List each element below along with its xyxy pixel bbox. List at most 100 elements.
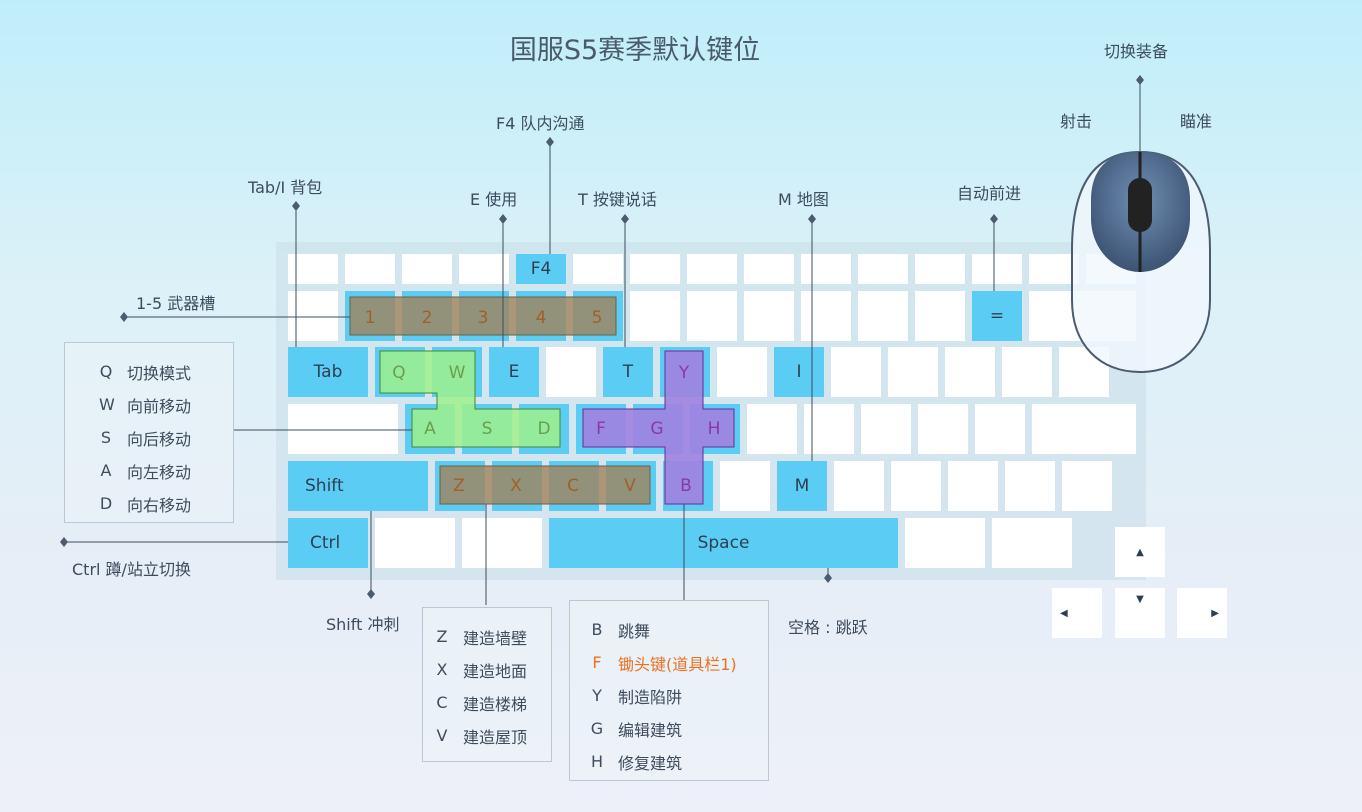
key-blank bbox=[948, 461, 998, 511]
legend-item: D 向右移动 bbox=[99, 487, 233, 520]
callout-ctrl: Ctrl 蹲/站立切换 bbox=[72, 560, 191, 579]
key-blank bbox=[915, 254, 965, 284]
legend-key: V bbox=[436, 726, 448, 745]
legend-text: 向后移动 bbox=[127, 429, 192, 449]
key-blank bbox=[905, 518, 985, 568]
legend-text: 切换模式 bbox=[127, 363, 192, 383]
key-blank bbox=[858, 254, 908, 284]
key-blank bbox=[918, 404, 968, 454]
build-keys-overlay bbox=[439, 465, 651, 505]
mouse-left-label: 射击 bbox=[1060, 112, 1093, 131]
diamond-marker bbox=[120, 312, 128, 322]
key-=: = bbox=[972, 291, 1022, 341]
legend-key: X bbox=[436, 660, 448, 679]
legend-key: F bbox=[592, 653, 602, 672]
arrow-down-key: ▼ bbox=[1115, 588, 1165, 638]
legend-item: Z 建造墙壁 bbox=[435, 620, 551, 653]
legend-item: Y 制造陷阱 bbox=[590, 679, 768, 712]
legend-text: 编辑建筑 bbox=[618, 720, 683, 740]
callout-e: E 使用 bbox=[470, 190, 518, 209]
legend-key: D bbox=[99, 494, 113, 513]
legend-item: G 编辑建筑 bbox=[590, 712, 768, 745]
key-blank bbox=[744, 291, 794, 341]
legend-item: A 向左移动 bbox=[99, 454, 233, 487]
diamond-marker bbox=[546, 137, 554, 147]
diamond-marker bbox=[60, 537, 68, 547]
key-blank bbox=[744, 254, 794, 284]
legend-text: 向左移动 bbox=[127, 462, 192, 482]
arrow-right-key: ▶ bbox=[1177, 588, 1227, 638]
callout-auto-run: 自动前进 bbox=[957, 184, 1022, 203]
legend-item: V 建造屋顶 bbox=[435, 719, 551, 752]
key-blank bbox=[720, 461, 770, 511]
legend-text: 制造陷阱 bbox=[618, 687, 683, 707]
legend-key: B bbox=[591, 620, 603, 639]
legend-item: F 锄头键(道具栏1) bbox=[590, 646, 768, 679]
key-label-3: 3 bbox=[478, 308, 489, 328]
callout-f4: F4 队内沟通 bbox=[496, 114, 585, 133]
legend-key: H bbox=[590, 752, 604, 771]
legend-key: A bbox=[100, 461, 112, 480]
legend-text: 向前移动 bbox=[127, 396, 192, 416]
key-blank bbox=[462, 518, 542, 568]
key-blank bbox=[801, 291, 851, 341]
key-blank bbox=[630, 291, 680, 341]
key-label-z: Z bbox=[453, 476, 465, 496]
key-label-b: B bbox=[680, 476, 692, 496]
legend-item: B 跳舞 bbox=[590, 613, 768, 646]
key-tab: Tab bbox=[288, 347, 368, 397]
arrow-left-key: ◀ bbox=[1052, 588, 1102, 638]
weapon-slots-overlay bbox=[349, 296, 617, 336]
diamond-marker bbox=[824, 573, 832, 583]
diamond-marker bbox=[292, 201, 300, 211]
key-blank bbox=[1005, 461, 1055, 511]
legend-text: 跳舞 bbox=[618, 621, 651, 641]
key-label-x: X bbox=[510, 476, 522, 496]
legend-item: W 向前移动 bbox=[99, 388, 233, 421]
callout-weapons: 1-5 武器槽 bbox=[136, 294, 216, 313]
arrow-down-icon: ▼ bbox=[1136, 594, 1144, 605]
key-blank bbox=[992, 518, 1072, 568]
key-ctrl: Ctrl bbox=[288, 518, 368, 568]
key-blank bbox=[831, 347, 881, 397]
page-title: 国服S5赛季默认键位 bbox=[509, 35, 761, 66]
key-blank bbox=[945, 347, 995, 397]
diamond-marker bbox=[808, 214, 816, 224]
diamond-marker bbox=[990, 214, 998, 224]
key-blank bbox=[687, 254, 737, 284]
key-blank bbox=[402, 254, 452, 284]
legend-key: Q bbox=[99, 362, 113, 381]
key-label-1: 1 bbox=[365, 308, 376, 328]
key-blank bbox=[915, 291, 965, 341]
legend-item: Q 切换模式 bbox=[99, 355, 233, 388]
key-blank bbox=[975, 404, 1025, 454]
movement-legend: Q 切换模式 W 向前移动 S 向后移动 A 向左移动 D 向右移动 bbox=[64, 342, 234, 523]
key-blank bbox=[546, 347, 596, 397]
legend-text: 建造楼梯 bbox=[463, 694, 528, 714]
key-blank bbox=[861, 404, 911, 454]
key-blank bbox=[1062, 461, 1112, 511]
mouse-right-label: 瞄准 bbox=[1180, 112, 1213, 131]
legend-text: 建造屋顶 bbox=[463, 727, 528, 747]
key-blank bbox=[1002, 347, 1052, 397]
key-blank bbox=[1032, 404, 1136, 454]
key-label-d: D bbox=[537, 419, 550, 439]
key-i: I bbox=[774, 347, 824, 397]
legend-item: H 修复建筑 bbox=[590, 745, 768, 778]
key-blank bbox=[1029, 254, 1079, 284]
key-blank bbox=[888, 347, 938, 397]
key-blank bbox=[858, 291, 908, 341]
diamond-marker bbox=[499, 214, 507, 224]
key-label-g: G bbox=[650, 419, 663, 439]
key-blank bbox=[345, 254, 395, 284]
edit-keys-overlay bbox=[582, 350, 735, 505]
legend-item: S 向后移动 bbox=[99, 421, 233, 454]
legend-text: 锄头键(道具栏1) bbox=[618, 654, 737, 674]
legend-text: 建造地面 bbox=[463, 661, 528, 681]
callout-tab: Tab/I 背包 bbox=[248, 178, 323, 197]
key-blank bbox=[717, 347, 767, 397]
legend-text: 修复建筑 bbox=[618, 753, 683, 773]
arrow-up-icon: ▲ bbox=[1136, 546, 1144, 558]
key-blank bbox=[801, 254, 851, 284]
